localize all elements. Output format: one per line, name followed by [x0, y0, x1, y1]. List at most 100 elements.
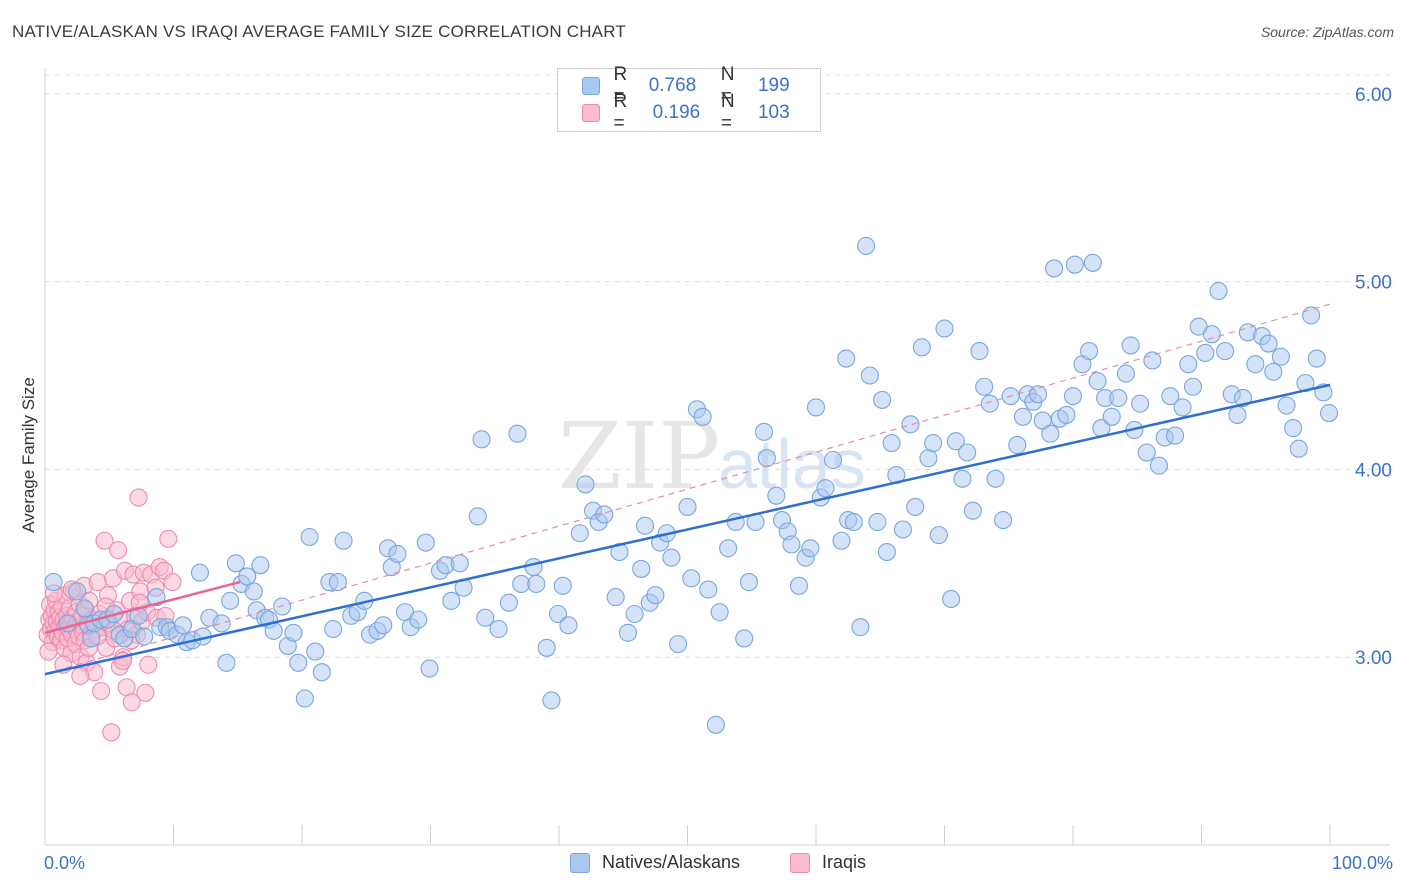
native-point	[442, 591, 461, 610]
native-point	[1041, 424, 1060, 443]
native-point	[1065, 255, 1084, 274]
native-point	[212, 614, 231, 633]
native-point	[75, 599, 94, 618]
native-point	[324, 619, 343, 639]
native-point	[1149, 456, 1169, 475]
native-point	[328, 573, 347, 592]
legend-item-natives[interactable]: Natives/Alaskans	[570, 852, 740, 873]
native-point	[739, 573, 758, 592]
native-point	[512, 574, 531, 594]
native-point	[1088, 372, 1107, 391]
legend-swatch-iraqis	[790, 852, 810, 873]
native-point	[924, 434, 943, 453]
native-point	[251, 556, 270, 575]
native-point	[472, 430, 491, 449]
native-point	[693, 407, 712, 426]
native-point	[1259, 334, 1278, 353]
native-point	[570, 524, 589, 543]
native-point	[844, 512, 863, 532]
native-point	[986, 469, 1005, 488]
native-point	[312, 663, 331, 682]
native-point	[576, 475, 595, 494]
native-point	[1209, 281, 1228, 301]
native-point	[877, 542, 896, 562]
native-point	[1216, 342, 1235, 361]
native-point	[789, 576, 809, 595]
iraqi-point	[136, 683, 155, 702]
native-point	[632, 559, 651, 578]
legend-n-value: 103	[757, 102, 790, 123]
native-point	[953, 469, 972, 488]
native-point	[857, 236, 876, 255]
chart-title: NATIVE/ALASKAN VS IRAQI AVERAGE FAMILY S…	[12, 22, 626, 41]
native-point	[635, 516, 655, 535]
native-point	[946, 432, 965, 451]
native-point	[468, 507, 487, 526]
native-point	[416, 533, 435, 552]
native-point	[553, 576, 572, 595]
native-point	[837, 349, 856, 368]
native-point	[1228, 405, 1247, 424]
native-point	[832, 531, 851, 550]
native-point	[1080, 342, 1099, 361]
native-point	[409, 610, 428, 629]
native-point	[963, 501, 982, 520]
iraqi-point	[39, 642, 58, 661]
native-point	[816, 479, 835, 498]
native-point	[1083, 253, 1102, 272]
native-point	[68, 582, 87, 601]
iraqi-point	[122, 693, 141, 712]
native-point	[450, 554, 469, 573]
native-point	[82, 629, 101, 648]
y-tick-label: 5.00	[1355, 273, 1392, 294]
native-point	[882, 434, 901, 453]
native-point	[682, 569, 701, 588]
iraqi-point	[109, 541, 128, 560]
iraqi-point	[129, 488, 148, 507]
native-point	[537, 638, 556, 657]
legend-item-iraqis[interactable]: Iraqis	[790, 852, 866, 873]
native-point	[147, 588, 166, 607]
native-point	[942, 589, 961, 609]
native-trend-line	[44, 383, 1331, 676]
legend-row-natives: R = 0.768 N = 199	[582, 64, 820, 107]
native-point	[1179, 355, 1198, 374]
native-point	[754, 422, 774, 441]
native-point	[388, 544, 407, 563]
native-point	[906, 497, 925, 517]
native-point	[273, 597, 292, 616]
native-point	[374, 616, 393, 635]
native-point	[499, 593, 518, 612]
legend-n-label: N =	[720, 64, 735, 107]
native-point	[1165, 426, 1185, 445]
native-point	[1063, 387, 1083, 406]
native-point	[595, 505, 614, 524]
native-point	[489, 619, 508, 639]
native-point	[1277, 396, 1296, 415]
native-point	[549, 604, 568, 624]
iraqi-point	[102, 723, 121, 742]
native-point	[1196, 343, 1215, 363]
native-point	[669, 634, 688, 654]
native-point	[719, 539, 738, 558]
native-point	[1121, 336, 1140, 355]
legend-swatch-natives	[570, 852, 590, 873]
native-point	[1183, 377, 1203, 396]
native-points	[44, 236, 1339, 734]
legend-r-label: R =	[613, 64, 628, 107]
native-point	[646, 586, 665, 605]
watermark-atlas: atlas	[718, 425, 866, 503]
iraqi-point	[92, 681, 111, 701]
native-point	[306, 642, 325, 661]
native-point	[823, 450, 843, 470]
native-point	[524, 557, 543, 577]
y-tick-label: 3.00	[1355, 648, 1392, 669]
iraqi-point	[71, 666, 90, 686]
native-point	[893, 520, 912, 539]
native-point	[1173, 398, 1192, 417]
native-point	[919, 449, 938, 468]
native-point	[244, 582, 263, 601]
native-point	[873, 390, 892, 409]
native-point	[901, 415, 920, 434]
